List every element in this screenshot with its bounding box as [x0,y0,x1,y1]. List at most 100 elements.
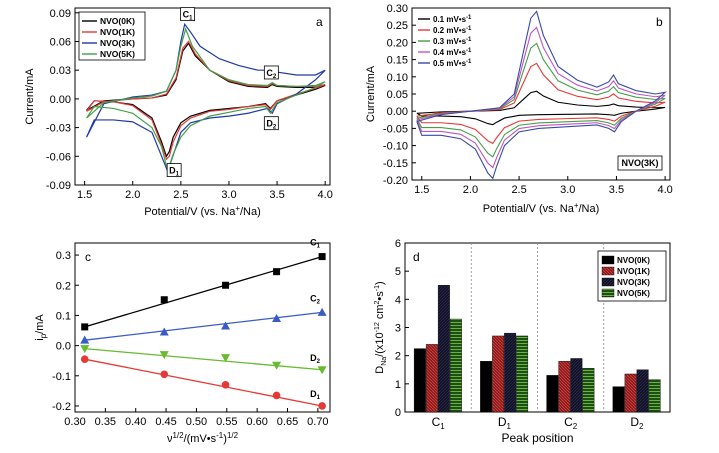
y-tick-label: -0.1 [52,371,71,383]
legend-label: NVO(5K) [100,49,135,59]
legend-label: NVO(3K) [100,38,135,48]
series-line-NVO(1K) [86,40,326,161]
x-axis-label-sup: + [574,201,579,210]
data-point [160,296,168,304]
fit-line [84,347,323,371]
data-point [318,253,326,261]
x-tick-label: 1.5 [414,184,429,196]
y-axis-label-end4: ) [374,281,386,285]
x-axis-label-sup2: -1 [216,431,224,440]
legend-label: NVO(5K) [617,289,650,298]
category-name: C [432,415,441,429]
data-point [80,345,90,354]
series-line-0 [416,90,666,126]
bar-NVO(3K) [504,332,517,413]
series-line-3 [416,26,666,169]
data-point [318,402,326,410]
legend-label-text: 0.2 mV•s [433,26,467,35]
y-axis-label-sup3: -1 [374,285,381,291]
y-tick-label: 0.10 [387,72,408,84]
category-sub: 2 [573,422,578,431]
category-name: C [564,415,573,429]
data-point [80,335,90,344]
panel-letter: a [316,15,323,29]
annotation-sub: 1 [176,172,180,178]
data-point [272,391,281,400]
data-point [80,355,89,363]
y-tick-label: -0.15 [383,158,408,170]
y-tick-label: 0.15 [387,55,408,67]
bar-NVO(1K) [558,361,571,413]
legend-label: NVO(3K) [617,278,650,287]
annotation-sub: 2 [273,74,277,80]
panel-b-chart: 1.5 2.0 2.5 3.0 3.5 4.0 0.30 0.25 0.20 0.15 0.10 0.… [365,3,673,215]
x-tick-label: D2 [630,415,644,431]
category-sub: 1 [440,422,445,431]
bar-NVO(0K) [480,361,493,413]
y-tick-label: 0 [395,407,401,419]
x-tick-label: C2 [564,415,578,431]
legend-swatch [601,288,615,298]
x-tick-label: 3.5 [269,189,284,201]
y-axis-label-end3: •s [374,291,386,301]
legend-label: 0.1 mV•s-1 [433,15,472,24]
series-label: D1 [310,389,321,401]
y-tick-label: 0.0 [56,341,71,353]
y-tick-label: 0.2 [56,280,71,292]
annotation-text: C [266,68,273,78]
y-axis-label: DNa/(x10-12 cm2•s-1) [374,281,388,373]
x-tick-label: D1 [498,415,512,431]
series-line-2 [416,42,666,158]
category-sub: 2 [639,422,644,431]
x-axis-label-sup3: 1/2 [227,431,239,440]
x-tick-label: C1 [432,415,446,431]
y-tick-label: 2 [395,351,401,363]
annotation-label: C2 [266,68,277,80]
fit-line [84,255,323,328]
y-axis-label-end2: cm [374,304,386,322]
series-label-sub: 2 [317,359,321,365]
panel-letter: b [656,15,663,29]
x-tick-label: 4.0 [318,189,333,201]
legend-label: 0.4 mV•s-1 [433,48,472,57]
y-tick-label: 0.00 [387,106,408,118]
data-point [221,381,230,389]
category-name: D [498,415,507,429]
series-line-4 [416,10,667,180]
y-axis-label-end: /mA [34,314,46,334]
x-tick-label: 3.0 [560,184,575,196]
fit-line [84,311,323,341]
y-tick-label: 0.20 [387,37,408,49]
y-tick-label: 0.30 [387,3,408,15]
panel-letter: c [85,250,91,264]
x-tick-label: 0.55 [216,416,237,428]
bar-NVO(3K) [636,369,649,413]
sample-tag: NVO(3K) [621,158,658,168]
legend-label: NVO(0K) [617,256,650,265]
y-tick-label: 0.05 [387,89,408,101]
annotation-box [263,116,279,131]
legend-label-sup: -1 [466,15,472,21]
y-tick-label: 6 [395,238,401,250]
series-line-NVO(0K) [86,42,326,158]
legend-label-text: 0.1 mV•s [433,15,467,24]
series-label: C1 [310,238,321,250]
legend-label-text: 0.5 mV•s [433,59,467,68]
x-axis-label-end: /Na) [578,203,599,215]
category-sub: 1 [506,422,511,431]
x-tick-label: 2.5 [511,184,526,196]
bar-NVO(3K) [437,285,450,413]
x-axis-label-sup: + [235,204,240,213]
y-tick-label: -0.03 [46,123,71,135]
y-tick-label: 0.3 [56,250,71,262]
legend-label: 0.3 mV•s-1 [433,37,472,46]
series-label: D2 [310,353,321,365]
x-tick-label: 0.45 [155,416,176,428]
legend-label: NVO(1K) [100,27,135,37]
data-point [159,351,169,360]
y-axis-label-sup2: 2 [374,300,381,304]
annotation-sub: 1 [189,16,193,22]
annotation-text: C [183,10,190,20]
annotation-box [180,7,196,22]
